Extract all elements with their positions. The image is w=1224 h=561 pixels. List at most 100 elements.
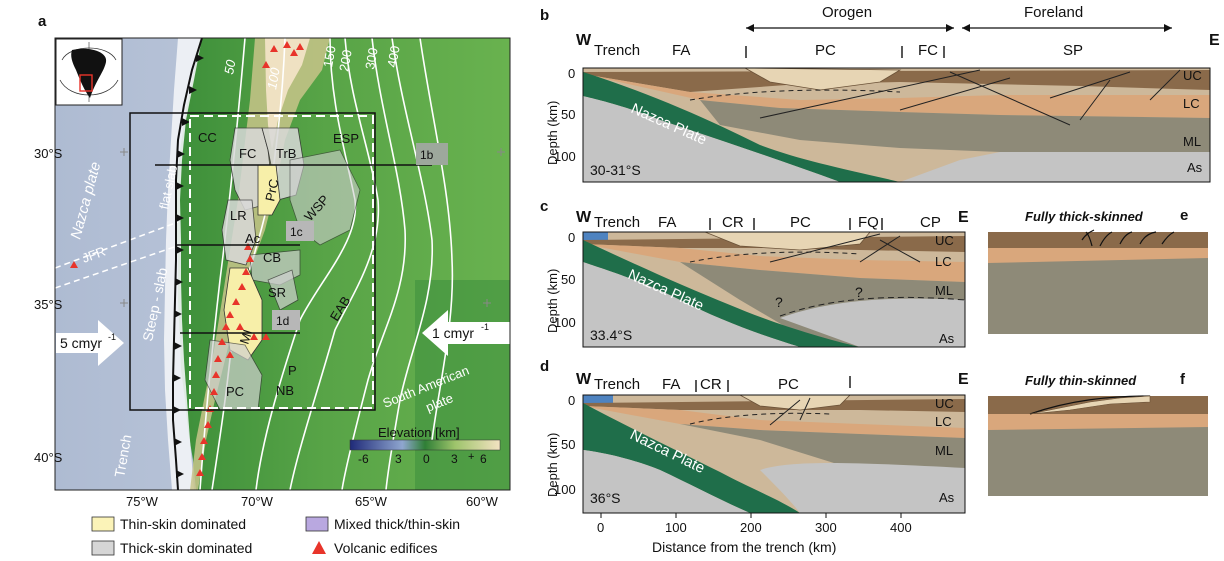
convergence-arrow-sa	[422, 310, 510, 356]
andes-plateau	[265, 38, 310, 150]
section-c-tag-cr: CR	[722, 214, 744, 231]
elevation-title: Elevation [km]	[378, 425, 460, 440]
section-d-ytick-100: 100	[554, 482, 576, 497]
section-d-ytick-0: 0	[568, 393, 575, 408]
jfr-line-north	[55, 221, 179, 269]
contour-label-200: 200	[336, 49, 355, 73]
panel-label-a: a	[38, 13, 47, 30]
label-ac: Ac	[245, 231, 261, 246]
study-area-box	[129, 112, 376, 411]
panel-label-c: c	[540, 198, 548, 215]
section-b-east: E	[1209, 32, 1220, 49]
convergence-arrow-nazca	[56, 320, 124, 366]
orogen-label: Orogen	[822, 4, 872, 21]
label-esp: ESP	[333, 131, 359, 146]
section-d-asthenosphere-ocean	[583, 450, 750, 513]
tag-box-c	[286, 221, 314, 241]
section-b-ml: ML	[1183, 134, 1201, 149]
panel-e-schematic	[988, 229, 1208, 334]
section-c-asthenosphere	[780, 298, 965, 347]
section-d-faults	[769, 397, 811, 426]
section-c-faults	[769, 233, 921, 263]
section-b-lower-crust	[583, 74, 1210, 118]
section-b	[582, 67, 1211, 183]
section-b-tag-sp: SP	[1063, 42, 1083, 59]
section-c-q2: ?	[775, 294, 783, 310]
section-c-ytick-50: 50	[561, 272, 575, 287]
lat-label-40: 40°S	[34, 450, 63, 465]
section-c-lower-crust	[583, 244, 965, 282]
section-b-as: As	[1187, 160, 1203, 175]
section-c-tag-fa: FA	[658, 214, 676, 231]
contour-label-300: 300	[362, 47, 381, 71]
panel-label-d: d	[540, 358, 549, 375]
panel-e-title: Fully thick-skinned	[1025, 209, 1144, 224]
section-c-ytick-0: 0	[568, 230, 575, 245]
section-c-lat: 33.4°S	[590, 327, 632, 343]
legend-swatch-thin	[91, 516, 115, 532]
label-mi: MI	[237, 328, 256, 346]
section-c-uc: UC	[935, 233, 954, 248]
foreland-lowland	[415, 280, 510, 490]
section-c-tag-pc: PC	[790, 214, 811, 231]
xtick-200: 200	[740, 520, 762, 535]
section-c-ytick-100: 100	[554, 315, 576, 330]
section-b-ytick-100: 100	[554, 149, 576, 164]
section-d-ylabel: Depth (km)	[545, 433, 560, 497]
section-c	[582, 231, 966, 348]
map-area: CC FC TrB ESP PrC LR WSP Ac CB SR EAB MI…	[55, 38, 510, 490]
foreland-label: Foreland	[1024, 4, 1083, 21]
tag-d: 1d	[276, 314, 289, 328]
section-d-as: As	[939, 490, 955, 505]
section-b-ytick-50: 50	[561, 107, 575, 122]
elev-tick-2: 0	[423, 452, 430, 466]
section-c-west: W	[576, 209, 592, 226]
section-d-lat: 36°S	[590, 490, 621, 506]
elev-plus: +	[468, 451, 474, 463]
section-d-west: W	[576, 371, 592, 388]
lat-label-30: 30°S	[34, 146, 63, 161]
section-d-xaxis-ticks	[600, 513, 902, 518]
section-d-ticks	[695, 376, 851, 392]
label-cb: CB	[263, 250, 281, 265]
section-c-ml: ML	[935, 283, 953, 298]
lon-label-60: 60°W	[466, 494, 499, 509]
xtick-100: 100	[665, 520, 687, 535]
convergence-label-nazca: 5 cmyr	[60, 335, 102, 351]
section-c-east: E	[958, 209, 969, 226]
section-b-uc: UC	[1183, 68, 1202, 83]
section-d-ml: ML	[935, 443, 953, 458]
xtick-0: 0	[597, 520, 604, 535]
x-axis-label: Distance from the trench (km)	[652, 539, 836, 555]
legend-swatch-thick	[91, 540, 115, 556]
label-p: P	[288, 363, 297, 378]
section-c-ticks	[709, 218, 883, 230]
label-cc: CC	[198, 130, 217, 145]
contour-label-400: 400	[384, 45, 403, 69]
contour-label-150: 150	[320, 45, 339, 69]
contour-outer	[419, 38, 454, 441]
elev-tick-1: 3	[395, 452, 402, 466]
label-fc: FC	[239, 146, 256, 161]
contour-label-50: 50	[221, 58, 238, 76]
section-b-west: W	[576, 32, 592, 49]
label-nb: NB	[276, 383, 294, 398]
grid-crosses	[120, 148, 505, 307]
elevation-colorbar	[349, 439, 501, 451]
section-d-nazca-slab	[583, 403, 800, 513]
section-d-lc: LC	[935, 414, 952, 429]
section-c-asthenosphere-ocean	[583, 262, 800, 347]
section-b-ticks	[745, 46, 945, 58]
section-b-ytick-0: 0	[568, 66, 575, 81]
contour-200	[289, 38, 380, 490]
section-c-tag-fq: FQ	[858, 214, 879, 231]
panel-f-title: Fully thin-skinned	[1025, 373, 1137, 388]
tag-c: 1c	[290, 225, 303, 239]
section-d-moho	[689, 412, 831, 425]
section-c-lab-dashed	[779, 296, 966, 317]
section-b-ylabel: Depth (km)	[545, 101, 560, 165]
lon-label-70: 70°W	[241, 494, 274, 509]
section-b-thrust-belt	[744, 67, 902, 91]
label-prc: PrC	[262, 178, 281, 203]
section-b-moho	[689, 89, 901, 101]
